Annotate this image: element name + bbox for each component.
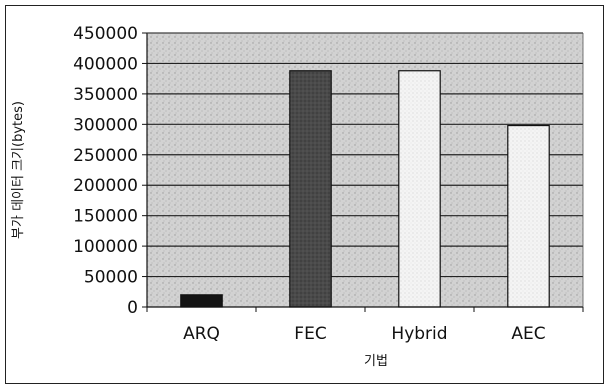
x-tick-label: Hybrid xyxy=(391,324,447,344)
axes xyxy=(142,32,584,312)
y-tick-label: 150000 xyxy=(73,207,138,227)
y-tick-label: 400000 xyxy=(73,54,138,74)
y-tick-labels: 0 50000 100000 150000 200000 250000 300000 3500… xyxy=(73,24,138,318)
x-tick-label: FEC xyxy=(294,324,326,344)
bars xyxy=(180,70,550,308)
bar-arq xyxy=(180,294,223,308)
y-tick-label: 300000 xyxy=(73,115,138,135)
y-tick-label: 50000 xyxy=(84,268,138,288)
y-tick-label: 250000 xyxy=(73,146,138,166)
x-axis-label: 기법 xyxy=(364,354,388,369)
bar-hybrid xyxy=(398,70,441,308)
y-tick-label: 200000 xyxy=(73,176,138,196)
y-axis-label: 부가 데이터 크기(bytes) xyxy=(11,101,26,239)
y-tick-label: 350000 xyxy=(73,85,138,105)
y-tick-label: 450000 xyxy=(73,24,138,44)
y-tick-label: 100000 xyxy=(73,237,138,257)
bar-aec xyxy=(507,124,550,308)
x-tick-labels: ARQ FEC Hybrid AEC xyxy=(183,324,546,344)
x-tick-label: AEC xyxy=(511,324,545,344)
x-tick-label: ARQ xyxy=(183,324,220,344)
bar-fec xyxy=(289,70,332,308)
y-tick-label: 0 xyxy=(127,298,138,318)
